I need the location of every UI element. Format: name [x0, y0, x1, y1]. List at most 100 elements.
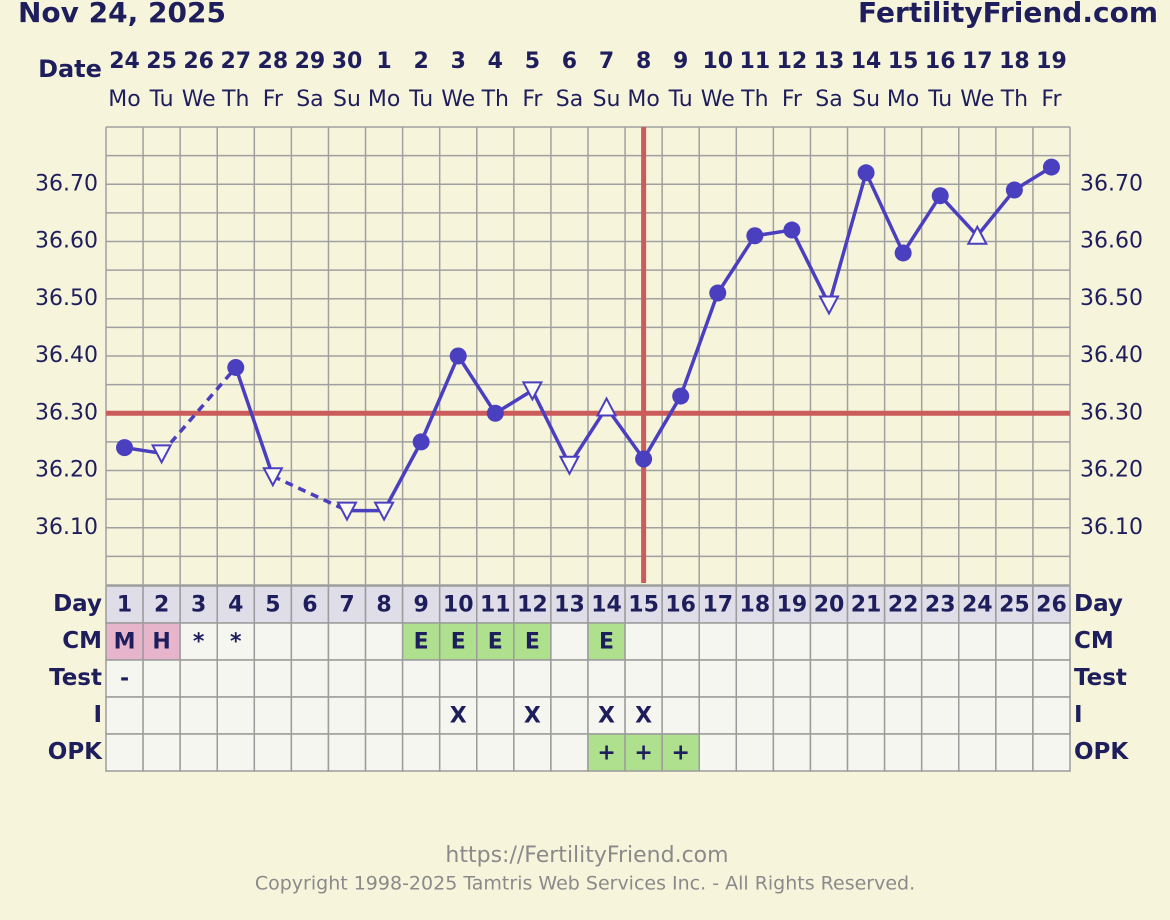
cell — [772, 733, 812, 772]
temp-point — [746, 227, 764, 245]
y-tick-label-right: 36.70 — [1080, 171, 1143, 196]
y-tick-label: 36.10 — [35, 515, 98, 540]
temp-point — [635, 450, 653, 468]
weekday: Th — [740, 87, 768, 112]
row-label: CM — [62, 628, 102, 654]
cell — [846, 659, 886, 698]
cell-text: 1 — [117, 593, 132, 618]
date-number: 3 — [451, 49, 466, 74]
weekday: Fr — [263, 87, 284, 112]
cell — [772, 622, 812, 661]
date-number: 10 — [702, 49, 733, 74]
cell-text: E — [488, 630, 503, 655]
date-number: 27 — [220, 49, 251, 74]
cell-text: + — [597, 741, 615, 766]
cell — [401, 696, 441, 735]
cell — [661, 585, 700, 624]
cell-text: 26 — [1036, 593, 1067, 618]
weekday: Su — [852, 87, 880, 112]
cell — [142, 659, 181, 698]
cell-text: E — [525, 630, 540, 655]
cell — [216, 733, 256, 772]
cell — [253, 622, 293, 661]
cell — [476, 659, 515, 698]
date-number: 14 — [851, 49, 882, 74]
cell — [735, 622, 775, 661]
row-label-right: OPK — [1074, 739, 1129, 765]
cell-text: + — [671, 741, 689, 766]
y-tick-label: 36.40 — [35, 343, 98, 368]
cell — [290, 733, 330, 772]
date-number: 2 — [413, 49, 428, 74]
cell — [883, 622, 923, 661]
cell — [883, 659, 923, 698]
weekday: We — [960, 87, 994, 112]
date-number: 16 — [925, 49, 956, 74]
cell — [401, 733, 441, 772]
cell-text: E — [414, 630, 429, 655]
temp-segment — [938, 194, 979, 237]
row-label: Test — [49, 665, 102, 691]
date-number: 25 — [146, 49, 177, 74]
cell-text: 23 — [925, 593, 956, 618]
cell-text: X — [524, 704, 541, 729]
date-number: 4 — [488, 49, 503, 74]
date-number: 29 — [295, 49, 326, 74]
cell — [735, 585, 775, 624]
cell — [142, 696, 181, 735]
cell — [179, 659, 218, 698]
cell-text: + — [634, 741, 652, 766]
temp-point — [449, 347, 467, 365]
y-tick-label-right: 36.40 — [1080, 343, 1143, 368]
weekday: Fr — [782, 87, 803, 112]
y-tick-label: 36.60 — [35, 229, 98, 254]
temp-segment — [419, 355, 460, 443]
cell — [253, 733, 293, 772]
cell-text: 16 — [665, 593, 696, 618]
row-label: I — [93, 702, 102, 728]
date-number: 13 — [814, 49, 845, 74]
weekday: Tu — [927, 87, 952, 112]
cell — [698, 696, 738, 735]
cell — [513, 696, 552, 735]
cell — [1032, 622, 1071, 661]
cell — [1032, 696, 1071, 735]
cell — [846, 622, 886, 661]
cell — [327, 696, 367, 735]
weekday: Tu — [408, 87, 433, 112]
weekday: Mo — [627, 87, 659, 112]
cell — [476, 733, 515, 772]
cell — [624, 585, 663, 624]
temp-point — [412, 433, 430, 451]
cell — [105, 733, 144, 772]
cell-text: 11 — [480, 593, 511, 618]
cell — [327, 659, 367, 698]
weekday: Mo — [108, 87, 140, 112]
row-label-right: Test — [1074, 665, 1127, 691]
cell — [290, 622, 330, 661]
cell — [809, 622, 849, 661]
cell — [401, 585, 441, 624]
cell — [253, 696, 293, 735]
cell — [587, 659, 626, 698]
temp-point — [521, 381, 544, 402]
cell-text: 7 — [339, 593, 354, 618]
cell-text: 5 — [265, 593, 280, 618]
cell — [364, 733, 404, 772]
weekday: Th — [1000, 87, 1028, 112]
temp-segment — [827, 172, 868, 305]
cell — [364, 696, 404, 735]
temp-segment — [567, 406, 609, 466]
y-tick-label: 36.30 — [35, 400, 98, 425]
temp-point — [966, 224, 988, 245]
temp-point — [1042, 158, 1060, 176]
cell-text: H — [152, 630, 170, 655]
weekday: Su — [333, 87, 361, 112]
cell-text: M — [114, 630, 136, 655]
temp-point — [486, 404, 504, 422]
cell — [513, 622, 552, 661]
date-number: 30 — [332, 49, 363, 74]
footer-copyright: Copyright 1998-2025 Tamtris Web Services… — [255, 873, 915, 895]
date-number: 19 — [1036, 49, 1067, 74]
